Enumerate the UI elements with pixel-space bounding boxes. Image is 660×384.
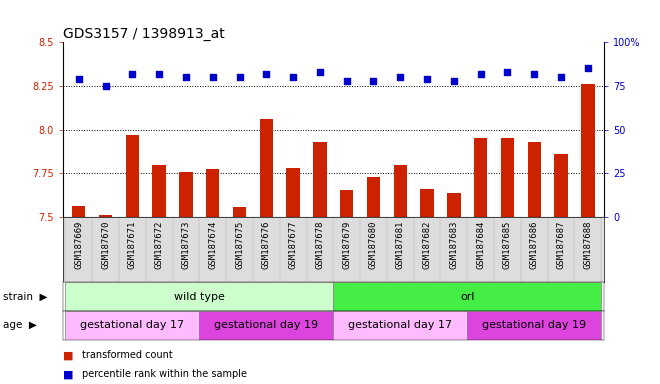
Point — [368, 78, 379, 84]
Point — [261, 71, 272, 77]
Bar — [125, 135, 139, 217]
Point — [529, 71, 539, 77]
Point — [154, 71, 164, 77]
Bar — [501, 138, 514, 217]
Text: GSM187677: GSM187677 — [288, 220, 298, 268]
Text: gestational day 17: gestational day 17 — [348, 320, 452, 331]
Point — [395, 74, 405, 80]
Bar — [340, 190, 353, 217]
Point — [181, 74, 191, 80]
Text: age  ▶: age ▶ — [3, 320, 37, 331]
Point — [207, 74, 218, 80]
Text: ■: ■ — [63, 369, 73, 379]
Text: GSM187685: GSM187685 — [503, 220, 512, 268]
Bar — [467, 311, 601, 340]
Bar — [581, 84, 595, 217]
Point — [315, 69, 325, 75]
Point — [341, 78, 352, 84]
Text: GSM187683: GSM187683 — [449, 220, 458, 268]
Text: GSM187670: GSM187670 — [101, 220, 110, 268]
Bar — [447, 194, 461, 217]
Text: wild type: wild type — [174, 291, 225, 302]
Text: GSM187682: GSM187682 — [422, 220, 432, 268]
Bar — [152, 165, 166, 217]
Bar — [180, 172, 193, 217]
Text: GSM187676: GSM187676 — [262, 220, 271, 268]
Bar — [99, 215, 112, 217]
Bar — [333, 311, 467, 340]
Text: gestational day 19: gestational day 19 — [482, 320, 586, 331]
Text: GSM187680: GSM187680 — [369, 220, 378, 268]
Bar — [420, 189, 434, 217]
Text: GSM187679: GSM187679 — [342, 220, 351, 268]
Text: gestational day 17: gestational day 17 — [81, 320, 184, 331]
Bar — [233, 207, 246, 217]
Point — [288, 74, 298, 80]
Text: GSM187684: GSM187684 — [476, 220, 485, 268]
Bar — [65, 311, 199, 340]
Text: GSM187673: GSM187673 — [182, 220, 191, 268]
Text: GSM187681: GSM187681 — [396, 220, 405, 268]
Text: GSM187688: GSM187688 — [583, 220, 592, 268]
Text: GDS3157 / 1398913_at: GDS3157 / 1398913_at — [63, 27, 224, 41]
Text: GSM187686: GSM187686 — [530, 220, 539, 268]
Point — [556, 74, 566, 80]
Bar — [474, 138, 487, 217]
Point — [422, 76, 432, 82]
Text: ■: ■ — [63, 350, 73, 360]
Text: strain  ▶: strain ▶ — [3, 291, 48, 302]
Text: orl: orl — [460, 291, 475, 302]
Point — [583, 65, 593, 71]
Text: GSM187672: GSM187672 — [154, 220, 164, 268]
Text: gestational day 19: gestational day 19 — [214, 320, 318, 331]
Text: GSM187687: GSM187687 — [556, 220, 566, 268]
Bar — [259, 119, 273, 217]
Bar — [314, 142, 327, 217]
Bar — [527, 142, 541, 217]
Text: transformed count: transformed count — [82, 350, 173, 360]
Point — [73, 76, 84, 82]
Bar — [554, 154, 568, 217]
Bar — [65, 282, 333, 311]
Bar — [286, 168, 300, 217]
Bar — [72, 205, 86, 217]
Point — [475, 71, 486, 77]
Text: GSM187671: GSM187671 — [128, 220, 137, 268]
Bar — [206, 169, 219, 217]
Point — [100, 83, 111, 89]
Text: percentile rank within the sample: percentile rank within the sample — [82, 369, 248, 379]
Bar — [199, 311, 333, 340]
Point — [502, 69, 513, 75]
Bar — [393, 165, 407, 217]
Point — [234, 74, 245, 80]
Text: GSM187675: GSM187675 — [235, 220, 244, 268]
Point — [449, 78, 459, 84]
Bar — [367, 177, 380, 217]
Point — [127, 71, 138, 77]
Text: GSM187674: GSM187674 — [209, 220, 217, 268]
Text: GSM187678: GSM187678 — [315, 220, 325, 268]
Text: GSM187669: GSM187669 — [75, 220, 83, 268]
Bar — [333, 282, 601, 311]
